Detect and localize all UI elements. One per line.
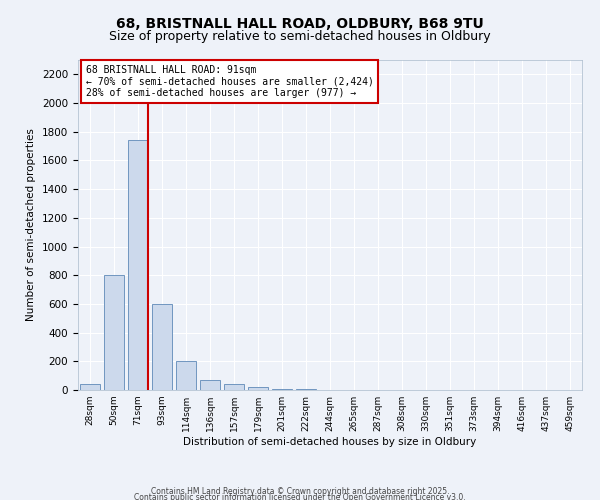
- Bar: [248, 387, 268, 390]
- Text: Contains public sector information licensed under the Open Government Licence v3: Contains public sector information licen…: [134, 492, 466, 500]
- Text: Size of property relative to semi-detached houses in Oldbury: Size of property relative to semi-detach…: [109, 30, 491, 43]
- Bar: [80, 384, 100, 390]
- Text: 68 BRISTNALL HALL ROAD: 91sqm
← 70% of semi-detached houses are smaller (2,424)
: 68 BRISTNALL HALL ROAD: 91sqm ← 70% of s…: [86, 65, 373, 98]
- Bar: [104, 275, 124, 390]
- Bar: [272, 388, 292, 390]
- Bar: [128, 140, 148, 390]
- Text: 68, BRISTNALL HALL ROAD, OLDBURY, B68 9TU: 68, BRISTNALL HALL ROAD, OLDBURY, B68 9T…: [116, 18, 484, 32]
- Text: Contains HM Land Registry data © Crown copyright and database right 2025.: Contains HM Land Registry data © Crown c…: [151, 487, 449, 496]
- Bar: [200, 380, 220, 390]
- X-axis label: Distribution of semi-detached houses by size in Oldbury: Distribution of semi-detached houses by …: [184, 437, 476, 447]
- Bar: [152, 304, 172, 390]
- Bar: [176, 360, 196, 390]
- Y-axis label: Number of semi-detached properties: Number of semi-detached properties: [26, 128, 37, 322]
- Bar: [224, 384, 244, 390]
